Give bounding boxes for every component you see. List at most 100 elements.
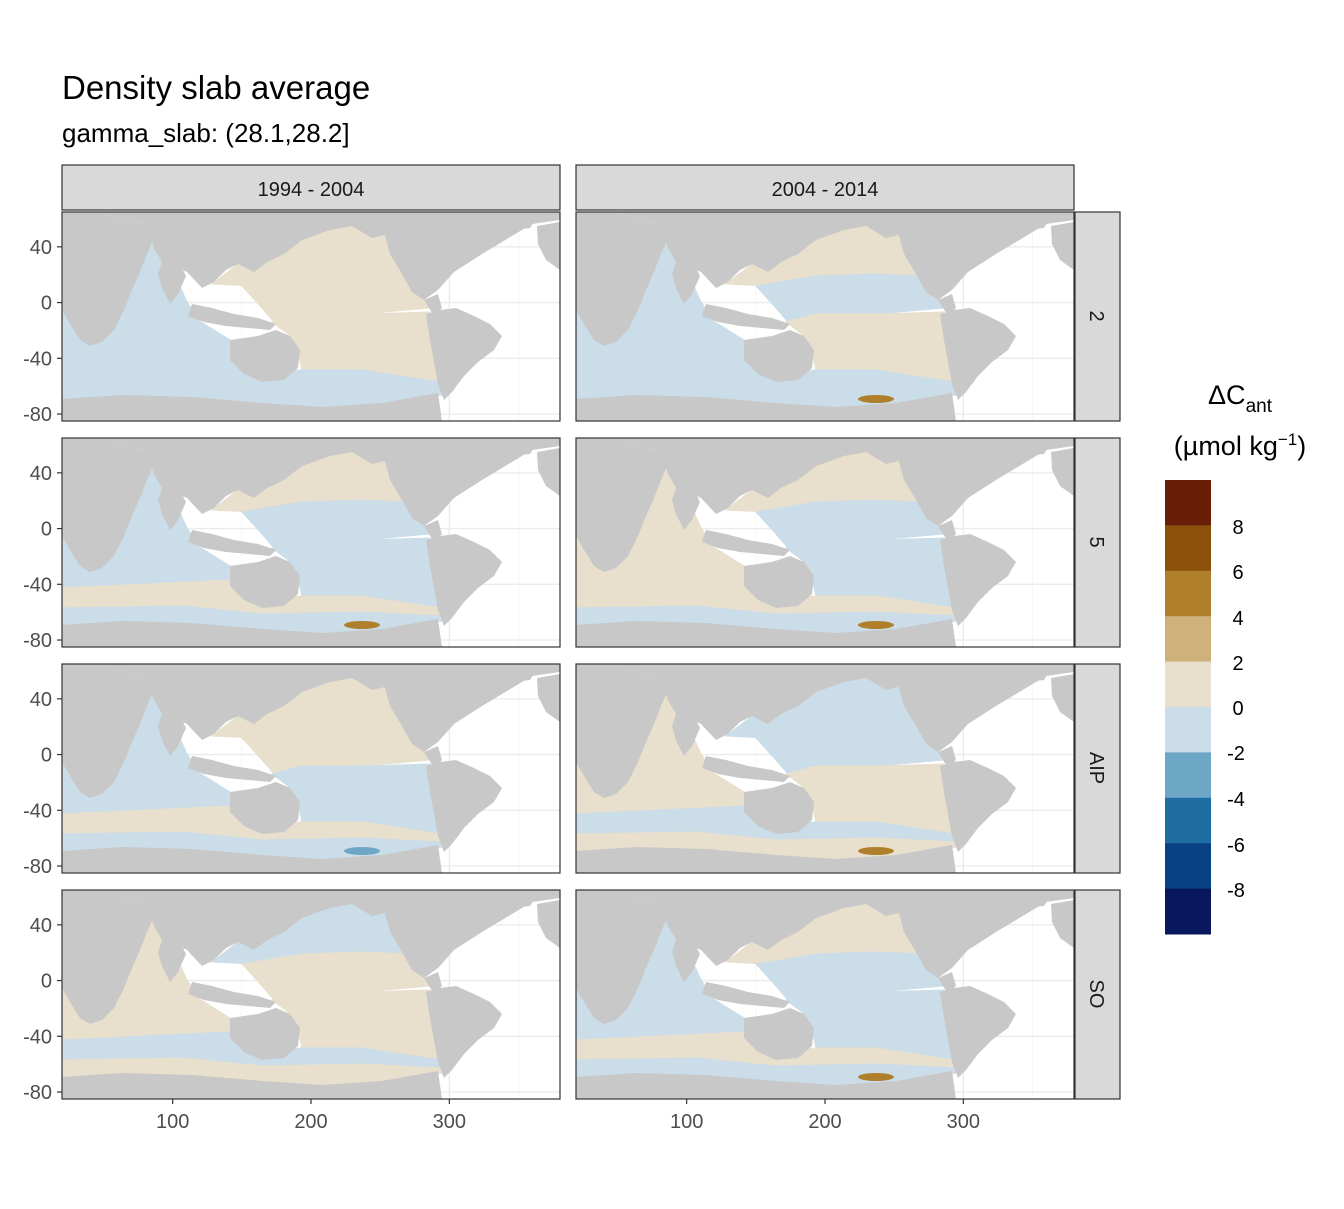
panel-border [61,663,561,874]
panel-5-1 [575,437,1075,648]
antarctica-land [62,393,442,421]
antarctica-land [576,1071,956,1099]
legend-swatch [1165,661,1211,708]
north-america-land [384,212,560,300]
row-strip-3-label: AIP [1085,752,1107,784]
greenland-land [504,664,540,682]
africa-land [576,438,668,572]
legend-swatch [1165,525,1211,572]
india-land [158,488,186,530]
panel-5-0 [61,437,561,648]
india-land [672,940,700,982]
australia-land [744,1008,814,1060]
y-tick-label: -80 [23,630,52,652]
eurasia-land [102,664,437,740]
south-america-land [940,534,1016,626]
y-tick-label: 40 [30,915,52,937]
y-tick-label: 40 [30,237,52,259]
indonesia-land [188,756,276,782]
y-tick-label: 40 [30,463,52,485]
central-america-land [424,972,442,994]
legend-title: ΔCant [1208,380,1273,417]
south-america-land [940,986,1016,1078]
panel-border [575,663,1075,874]
europe-land [1051,674,1074,722]
south-america-land [426,760,502,852]
panel-border [575,437,1075,648]
x-tick-label: 100 [670,1111,703,1133]
north-america-land [898,212,1074,300]
eurasia-land [102,212,437,288]
central-america-land [424,746,442,768]
india-land [672,262,700,304]
north-america-land [384,664,560,752]
hotspot-field [858,621,894,629]
europe-land [537,900,560,948]
eurasia-land [616,664,951,740]
row-strip-2-label: 5 [1085,536,1107,547]
europe-land [537,674,560,722]
africa-land [62,664,154,798]
greenland-land [1018,212,1054,230]
column-strip-2: 2004 - 2014 [575,164,1075,211]
panel-SO-0 [61,889,561,1100]
europe-land [1051,448,1074,496]
y-tick-label: -40 [23,348,52,370]
africa-land [576,212,668,346]
panel-content [62,212,560,421]
panel-content [62,664,560,873]
central-america-land [938,972,956,994]
hotspot-field [344,847,380,855]
greenland-land [504,212,540,230]
greenland-land [504,890,540,908]
legend-label: -8 [1227,880,1245,902]
hotspot-field [858,1073,894,1081]
eurasia-land [616,890,951,966]
panel-border [61,437,561,648]
antarctica-land [62,1071,442,1099]
y-tick-label: 0 [41,971,52,993]
india-land [672,714,700,756]
north-america-land [898,438,1074,526]
africa-land [576,890,668,1024]
eurasia-land [102,890,437,966]
panel-border [575,211,1075,422]
legend-label: 2 [1232,653,1243,675]
panels [61,211,1075,1100]
legend: ΔCant (µmol kg−1) 8 6 4 2 0 -2 -4 -6 -8 [1165,380,1306,935]
y-tick-label: -80 [23,856,52,878]
legend-label: -4 [1227,789,1245,811]
indonesia-land [188,530,276,556]
indonesia-land [188,304,276,330]
panel-content [62,438,560,647]
legend-colorbar [1165,480,1211,935]
africa-land [62,438,154,572]
europe-land [1051,222,1074,270]
hotspot-field [344,621,380,629]
antarctica-land [576,619,956,647]
south-america-land [426,986,502,1078]
panel-AIP-0 [61,663,561,874]
central-america-land [424,294,442,316]
africa-land [62,212,154,346]
indonesia-land [702,530,790,556]
x-tick-label: 200 [294,1111,327,1133]
eurasia-land [616,212,951,288]
legend-swatch [1165,480,1211,526]
central-america-land [938,294,956,316]
india-land [158,714,186,756]
panel-SO-1 [575,889,1075,1100]
column-strip-1-label: 1994 - 2004 [258,179,365,201]
australia-land [744,330,814,382]
panel-border [61,211,561,422]
antarctica-land [576,845,956,873]
australia-land [230,330,300,382]
legend-swatch [1165,797,1211,844]
legend-label: 8 [1232,517,1243,539]
chart-title: Density slab average [62,69,370,106]
greenland-land [1018,890,1054,908]
north-america-land [898,664,1074,752]
y-tick-label: 40 [30,689,52,711]
y-tick-label: -80 [23,1082,52,1104]
y-tick-label: -80 [23,404,52,426]
